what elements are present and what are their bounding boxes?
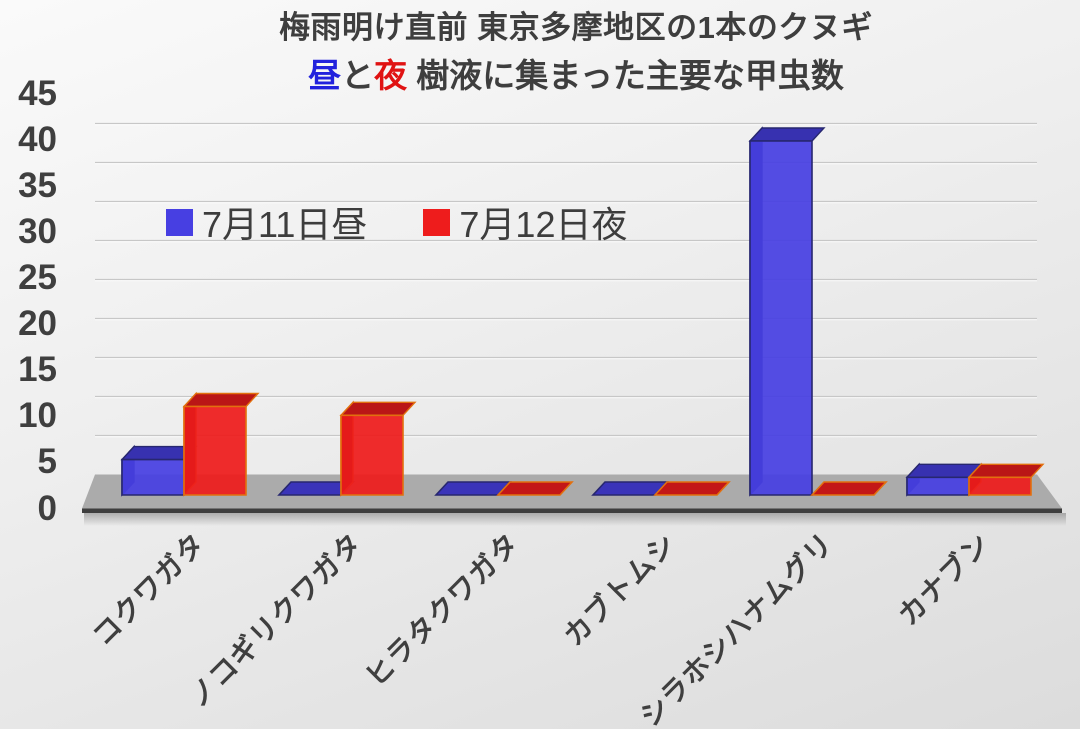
bar-group	[591, 481, 731, 496]
bar-group	[905, 462, 1045, 497]
chart-title-line1: 梅雨明け直前 東京多摩地区の1本のクヌギ	[279, 10, 873, 45]
bar-3d	[967, 462, 1045, 497]
title-part: 樹液に集まった主要な甲虫数	[407, 57, 844, 95]
bar-group	[434, 481, 574, 496]
bar-group	[277, 400, 417, 497]
bar-3d	[905, 462, 983, 497]
legend-label: 7月12日夜	[459, 204, 628, 245]
chart-title-line2: 昼と夜 樹液に集まった主要な甲虫数	[72, 51, 1080, 101]
legend-swatch	[166, 208, 193, 236]
y-axis-tick-label: 35	[18, 165, 57, 205]
y-axis-tick-label: 15	[18, 350, 57, 390]
bar-3d	[182, 391, 260, 497]
legend-item: 7月12日夜	[423, 196, 627, 248]
bar-3d-zero	[496, 481, 574, 496]
bar-3d-zero	[810, 481, 888, 496]
bar-3d	[748, 126, 826, 497]
legend: 7月11日昼 7月12日夜	[166, 196, 627, 248]
title-part: と	[341, 57, 375, 95]
bar-3d	[120, 444, 198, 497]
y-axis-tick-label: 45	[18, 73, 57, 113]
y-axis-tick-label: 40	[18, 119, 57, 159]
bar-3d-zero	[653, 481, 731, 496]
bar-group	[120, 391, 260, 497]
legend-item: 7月11日昼	[166, 196, 367, 248]
bars	[120, 126, 1045, 497]
y-axis-tick-label: 10	[18, 396, 57, 436]
y-axis-tick-label: 30	[18, 211, 57, 251]
legend-label: 7月11日昼	[202, 204, 368, 245]
floor-shadow	[84, 513, 1066, 526]
bar-group	[748, 126, 888, 497]
x-axis-line	[82, 508, 1062, 513]
title-part: 夜	[374, 57, 408, 95]
bar-3d	[339, 400, 417, 497]
legend-swatch	[423, 208, 451, 236]
y-axis-tick-label: 0	[37, 488, 57, 528]
title-part: 昼	[308, 57, 342, 95]
y-axis-tick-label: 20	[18, 304, 57, 344]
y-axis-tick-label: 25	[18, 257, 57, 297]
gridlines	[95, 122, 1037, 438]
y-axis-tick-label: 5	[37, 442, 57, 482]
chart-title: 梅雨明け直前 東京多摩地区の1本のクヌギ 昼と夜 樹液に集まった主要な甲虫数	[72, 4, 1080, 101]
